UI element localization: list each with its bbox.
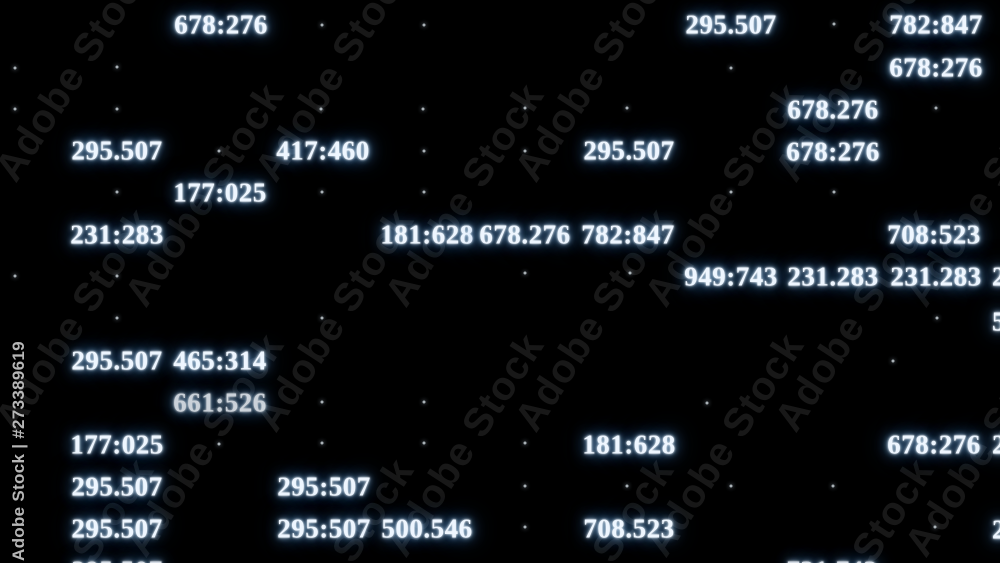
grid-dot [320,441,324,445]
grid-dot [729,190,733,194]
stock-id-watermark: Adobe Stock | #273389619 [9,341,28,561]
grid-dot [320,23,324,27]
data-number: 231.283 [890,261,982,292]
data-number: 782:847 [889,9,983,40]
grid-dot [523,271,527,275]
grid-dot [320,400,324,404]
data-number: 678:276 [889,52,983,83]
grid-dot [320,316,324,320]
data-number: 177:025 [173,177,267,208]
data-number: 295.507 [71,471,163,502]
grid-dot [13,274,17,278]
grid-dot [935,316,939,320]
data-number: 181:628 [380,219,474,250]
grid-dot [625,106,629,110]
data-number: 465:314 [173,345,267,376]
grid-dot [729,66,733,70]
data-number: 417:460 [276,135,370,166]
data-number: 295.507 [71,513,163,544]
data-number: 295.507 [71,556,162,563]
data-number: 295.507 [71,345,163,376]
data-number: 678.276 [479,219,571,250]
grid-dot [933,525,937,529]
grid-dot [523,525,527,529]
grid-dot [422,149,426,153]
grid-dot [934,106,938,110]
grid-dot [421,107,425,111]
grid-dot [13,107,17,111]
data-number: 5 [992,306,1000,337]
grid-dot [319,107,323,111]
grid-dot [422,190,426,194]
data-number: 708.523 [583,513,675,544]
data-number: 231:283 [70,219,164,250]
data-number: 661:526 [173,387,267,418]
data-number: 500.546 [381,513,473,544]
grid-dot [13,66,17,70]
data-number: 708:523 [887,219,981,250]
data-number: 295.507 [71,135,163,166]
data-number: 295:507 [277,471,371,502]
grid-dot [523,484,527,488]
data-number: 678:276 [786,136,880,167]
data-number: 678:276 [887,429,981,460]
grid-dot [320,190,324,194]
grid-dot [217,149,221,153]
data-number: 782:847 [581,219,675,250]
grid-dot [705,401,709,405]
data-number: 949:743 [684,261,778,292]
data-number: 678.276 [787,94,879,125]
grid-dot [523,441,527,445]
data-number: 731.743 [786,556,877,563]
grid-dot [115,274,119,278]
grid-dot [523,106,527,110]
grid-dot [422,441,426,445]
grid-dot [422,400,426,404]
grid-dot [891,359,895,363]
data-number: 295:507 [277,513,371,544]
grid-dot [832,190,836,194]
grid-dot [628,271,632,275]
grid-dot [217,442,221,446]
data-number: 177:025 [70,429,164,460]
grid-dot [115,190,119,194]
data-number: 2 [992,514,1000,545]
data-number: 295.507 [583,135,675,166]
grid-dot [625,484,629,488]
data-number: 295.507 [685,9,777,40]
grid-dot [115,65,119,69]
grid-dot [115,316,119,320]
data-number: 2 [992,429,1000,460]
data-number: 2 [992,261,1000,292]
data-number: 231.283 [787,261,879,292]
grid-dot [115,107,119,111]
data-number: 181:628 [582,429,676,460]
grid-dot [422,23,426,27]
data-number: 678:276 [174,9,268,40]
grid-dot [831,484,835,488]
grid-dot [729,484,733,488]
grid-dot [832,22,836,26]
grid-dot [523,149,527,153]
